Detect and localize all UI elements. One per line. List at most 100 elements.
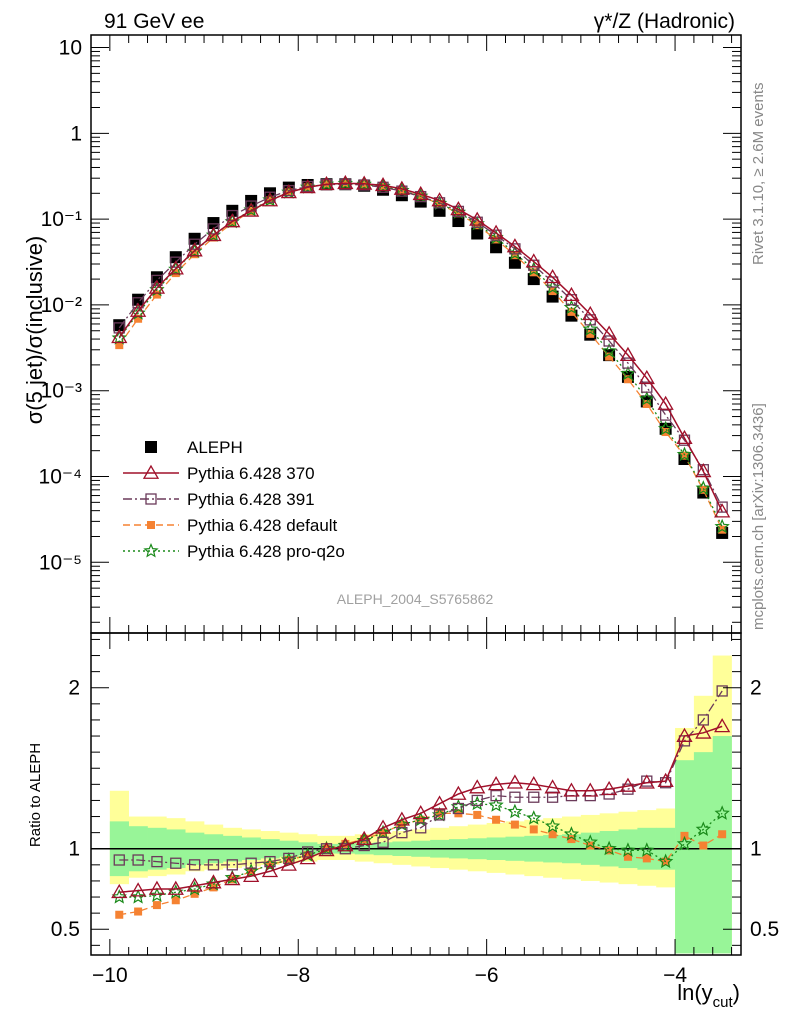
ratio-point-p370: [393, 811, 410, 826]
main-point-pdefault: [623, 375, 632, 384]
main-point-p391: [188, 238, 201, 250]
ratio-point-p370: [450, 785, 467, 800]
ratio-point-pq2o: [149, 887, 165, 902]
main-point-p370: [186, 242, 203, 257]
ratio-point-p370: [243, 867, 260, 883]
ratio-point-pdefault: [115, 910, 124, 919]
main-point-pq2o: [695, 480, 711, 495]
main-point-p370: [337, 174, 354, 190]
ratio-point-p370: [374, 819, 392, 834]
ratio-point-p391: [132, 854, 144, 866]
ratio-point-p391: [151, 855, 163, 868]
main-point-p391: [622, 357, 634, 369]
main-point-p370: [525, 253, 542, 268]
main-point-p370: [714, 503, 731, 518]
main-line-p370: [118, 182, 723, 512]
ratio-point-p391: [339, 843, 351, 855]
ratio-point-p370: [337, 837, 354, 852]
main-point-p391: [170, 256, 182, 268]
ratio-point-pdefault: [699, 841, 708, 850]
main-point-p370: [600, 325, 618, 340]
ratio-point-p370: [167, 880, 184, 895]
main-point-p391: [641, 381, 653, 393]
main-point-pdefault: [548, 287, 557, 296]
main-point-data: [508, 256, 521, 269]
ratio-point-pdefault: [642, 854, 651, 863]
ratio-point-p370: [356, 830, 373, 845]
ratio-point-p370: [205, 874, 222, 889]
ratio-point-pq2o: [130, 888, 146, 904]
main-point-p370: [374, 176, 392, 192]
main-point-p370: [431, 192, 448, 207]
ratio-line-pdefault: [119, 812, 723, 916]
main-point-pdefault: [567, 307, 576, 316]
ratio-point-p391: [452, 802, 465, 815]
ratio-point-p391: [509, 791, 521, 803]
main-point-p370: [695, 462, 712, 478]
ratio-point-p370: [506, 774, 524, 789]
ratio-point-p391: [415, 822, 427, 834]
y-tick-label: 10: [59, 37, 82, 60]
ratio-point-p391: [471, 794, 483, 807]
x-axis-label: ln(ycut): [677, 980, 740, 1011]
ratio-point-pq2o: [714, 805, 730, 820]
main-point-p370: [148, 279, 166, 294]
ratio-point-pdefault: [171, 896, 180, 905]
ratio-point-pq2o: [657, 853, 674, 869]
ratio-y-tick-label-right: 0.5: [750, 918, 779, 941]
ratio-point-p391: [716, 685, 728, 697]
ratio-point-p370: [638, 774, 655, 789]
main-y-axis-label: σ(5 jet)/σ(inclusive): [22, 236, 47, 425]
ratio-point-p370: [299, 850, 316, 865]
main-point-p370: [657, 395, 674, 410]
ratio-point-pq2o: [507, 803, 523, 819]
main-point-p370: [243, 202, 260, 217]
main-point-p370: [563, 286, 580, 302]
main-point-data: [452, 215, 465, 228]
main-point-p370: [506, 238, 524, 253]
ratio-point-p391: [528, 791, 540, 803]
x-tick-label: −4: [663, 964, 687, 987]
main-point-p370: [129, 302, 147, 317]
ratio-point-p391: [226, 859, 238, 871]
main-point-p370: [205, 226, 222, 242]
ratio-point-pq2o: [620, 842, 636, 857]
ratio-y-tick-label: 1: [68, 838, 80, 861]
ratio-y-tick-label: 0.5: [51, 918, 80, 941]
ratio-point-pdefault: [510, 820, 519, 829]
rivet-version-label: Rivet 3.1.10, ≥ 2.6M events: [750, 83, 767, 266]
ratio-point-p391: [358, 839, 370, 852]
ratio-point-p370: [224, 871, 241, 886]
x-tick-label: −10: [92, 964, 128, 987]
ratio-point-pdefault: [416, 815, 425, 824]
ratio-point-p391: [207, 859, 220, 871]
legend-marker-pdefault: [147, 521, 155, 529]
main-point-p370: [318, 175, 335, 191]
mcplots-credit-label: mcplots.cern.ch [arXiv:1306.3436]: [750, 403, 767, 630]
ratio-point-p370: [148, 880, 166, 895]
ratio-panel-frame: [90, 632, 742, 956]
main-point-p370: [450, 201, 467, 216]
main-point-pdefault: [586, 329, 595, 338]
ratio-band-inner: [675, 760, 695, 954]
main-point-pq2o: [111, 330, 127, 345]
y-tick-label: 10⁻⁴: [39, 466, 82, 489]
ratio-point-pdefault: [473, 810, 482, 819]
ratio-point-p370: [619, 777, 637, 792]
main-point-p370: [356, 175, 373, 190]
main-point-pdefault: [379, 182, 388, 191]
ratio-point-pdefault: [718, 830, 727, 839]
ratio-point-pq2o: [488, 797, 504, 812]
ratio-point-pdefault: [548, 830, 557, 839]
main-point-data: [113, 319, 126, 332]
ratio-point-pdefault: [529, 825, 538, 834]
main-point-p370: [261, 192, 279, 207]
main-point-p370: [412, 185, 429, 201]
main-point-pq2o: [620, 365, 636, 381]
main-point-p370: [582, 305, 599, 321]
main-point-pq2o: [657, 420, 674, 436]
main-point-pq2o: [582, 321, 598, 336]
main-point-pdefault: [510, 251, 519, 260]
ratio-point-pdefault: [303, 851, 312, 860]
